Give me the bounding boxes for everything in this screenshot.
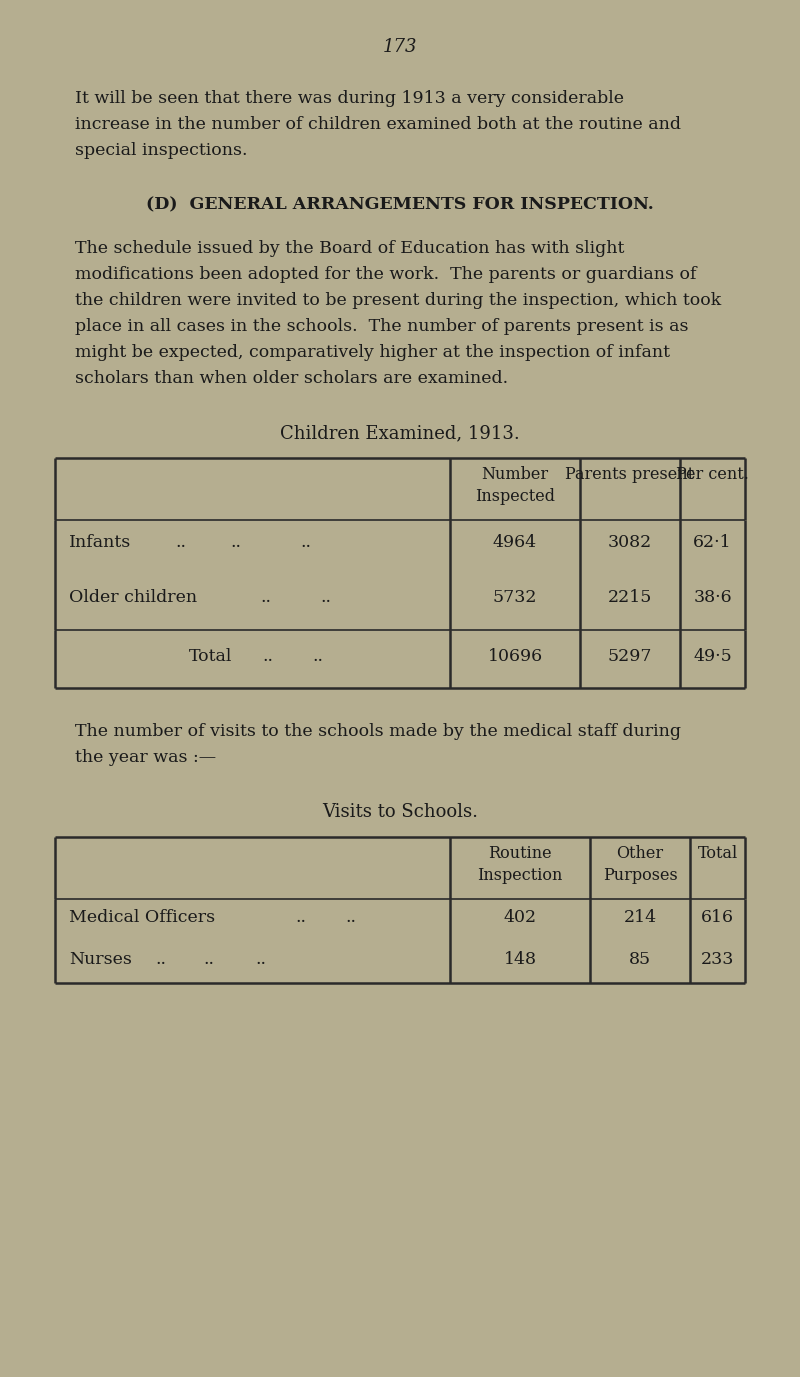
Text: Total: Total: [189, 649, 233, 665]
Text: 148: 148: [503, 952, 537, 968]
Text: Per cent.: Per cent.: [676, 465, 749, 483]
Text: It will be seen that there was during 1913 a very considerable: It will be seen that there was during 19…: [75, 90, 624, 107]
Text: ..: ..: [300, 534, 311, 551]
Text: 38·6: 38·6: [693, 589, 732, 606]
Text: ..: ..: [155, 952, 166, 968]
Text: ..: ..: [313, 649, 323, 665]
Text: ..: ..: [320, 589, 331, 606]
Text: place in all cases in the schools.  The number of parents present is as: place in all cases in the schools. The n…: [75, 318, 689, 335]
Text: 214: 214: [623, 909, 657, 925]
Text: Medical Officers: Medical Officers: [69, 909, 215, 925]
Text: 3082: 3082: [608, 534, 652, 551]
Text: the children were invited to be present during the inspection, which took: the children were invited to be present …: [75, 292, 722, 308]
Text: ..: ..: [295, 909, 306, 925]
Text: special inspections.: special inspections.: [75, 142, 247, 158]
Text: The number of visits to the schools made by the medical staff during: The number of visits to the schools made…: [75, 723, 681, 739]
Text: 5297: 5297: [608, 649, 652, 665]
Text: the year was :—: the year was :—: [75, 749, 216, 766]
Text: increase in the number of children examined both at the routine and: increase in the number of children exami…: [75, 116, 681, 134]
Text: Routine
Inspection: Routine Inspection: [478, 845, 562, 884]
Text: ..: ..: [345, 909, 356, 925]
Text: ..: ..: [203, 952, 214, 968]
Text: ..: ..: [230, 534, 241, 551]
Text: 5732: 5732: [493, 589, 538, 606]
Text: might be expected, comparatively higher at the inspection of infant: might be expected, comparatively higher …: [75, 344, 670, 361]
Text: 4964: 4964: [493, 534, 537, 551]
Text: 402: 402: [503, 909, 537, 925]
Text: scholars than when older scholars are examined.: scholars than when older scholars are ex…: [75, 370, 508, 387]
Text: 233: 233: [701, 952, 734, 968]
Text: ..: ..: [262, 649, 274, 665]
Text: modifications been adopted for the work.  The parents or guardians of: modifications been adopted for the work.…: [75, 266, 697, 284]
Text: Children Examined, 1913.: Children Examined, 1913.: [280, 424, 520, 442]
Text: 49·5: 49·5: [693, 649, 732, 665]
Text: Other
Purposes: Other Purposes: [602, 845, 678, 884]
Text: Number
Inspected: Number Inspected: [475, 465, 555, 505]
Text: 62·1: 62·1: [693, 534, 732, 551]
Text: 173: 173: [382, 39, 418, 56]
Text: Infants: Infants: [69, 534, 131, 551]
Text: Parents present: Parents present: [566, 465, 694, 483]
Text: Older children: Older children: [69, 589, 197, 606]
Text: ..: ..: [175, 534, 186, 551]
Text: ..: ..: [260, 589, 271, 606]
Text: ..: ..: [255, 952, 266, 968]
Text: 85: 85: [629, 952, 651, 968]
Text: Nurses: Nurses: [69, 952, 132, 968]
Text: Total: Total: [698, 845, 738, 862]
Text: The schedule issued by the Board of Education has with slight: The schedule issued by the Board of Educ…: [75, 240, 624, 257]
Text: 616: 616: [701, 909, 734, 925]
Text: Visits to Schools.: Visits to Schools.: [322, 803, 478, 821]
Text: 10696: 10696: [487, 649, 542, 665]
Text: (D)  GENERAL ARRANGEMENTS FOR INSPECTION.: (D) GENERAL ARRANGEMENTS FOR INSPECTION.: [146, 196, 654, 213]
Text: 2215: 2215: [608, 589, 652, 606]
